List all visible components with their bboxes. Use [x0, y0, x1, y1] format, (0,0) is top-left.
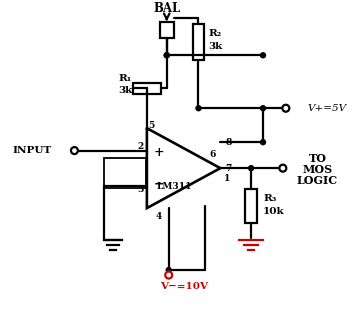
Text: 4: 4: [156, 212, 162, 221]
Text: R₃: R₃: [263, 194, 276, 203]
Circle shape: [71, 147, 78, 154]
Text: 3: 3: [137, 185, 144, 194]
Text: V+=5V: V+=5V: [308, 104, 347, 113]
Text: R₂: R₂: [208, 29, 222, 38]
Text: BAL: BAL: [153, 2, 180, 15]
Text: 5: 5: [149, 121, 155, 130]
Text: −: −: [154, 177, 164, 190]
Text: +: +: [154, 146, 164, 159]
Text: 7: 7: [225, 164, 232, 173]
Text: TO: TO: [308, 153, 327, 164]
Circle shape: [261, 53, 266, 58]
Text: LOGIC: LOGIC: [297, 175, 338, 186]
Text: 2: 2: [138, 142, 144, 151]
Text: LM311: LM311: [157, 182, 192, 191]
Circle shape: [261, 106, 266, 111]
Text: 3k: 3k: [118, 86, 132, 95]
Text: INPUT: INPUT: [12, 146, 52, 155]
Circle shape: [196, 106, 201, 111]
Text: 6: 6: [209, 150, 216, 159]
Text: 3k: 3k: [208, 42, 223, 51]
Circle shape: [261, 140, 266, 145]
Bar: [133, 83, 161, 94]
Circle shape: [164, 53, 169, 58]
Text: V−=10V: V−=10V: [160, 282, 208, 291]
Bar: [192, 24, 205, 60]
Circle shape: [164, 53, 169, 58]
Circle shape: [280, 165, 286, 172]
Circle shape: [165, 272, 172, 279]
Circle shape: [248, 166, 253, 171]
Bar: [245, 189, 257, 223]
Circle shape: [282, 105, 289, 112]
Text: 10k: 10k: [263, 207, 285, 216]
Bar: [160, 22, 174, 38]
Text: MOS: MOS: [302, 164, 333, 175]
Bar: [104, 158, 146, 188]
Text: 1: 1: [224, 174, 231, 183]
Text: 8: 8: [225, 138, 232, 147]
Circle shape: [166, 268, 171, 273]
Text: R₁: R₁: [119, 74, 132, 83]
